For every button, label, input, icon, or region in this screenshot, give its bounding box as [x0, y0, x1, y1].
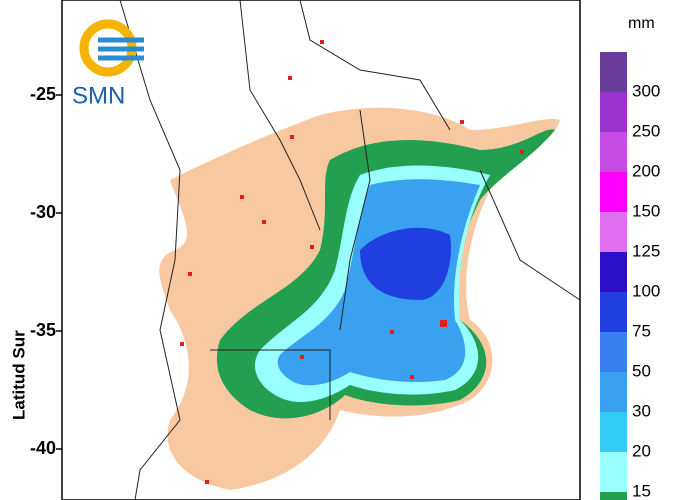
logo-text: SMN [72, 82, 125, 109]
legend-swatch [600, 172, 627, 212]
legend-swatch [600, 132, 627, 172]
legend-swatch [600, 452, 627, 492]
legend-swatch [600, 212, 627, 252]
y-tick-label: -30 [30, 202, 56, 222]
y-tick-label: -35 [30, 320, 56, 340]
y-axis-label: Latitud Sur [9, 330, 28, 420]
precip-dark-blue [360, 227, 451, 300]
legend-label: 75 [632, 321, 651, 340]
legend-swatch [600, 252, 627, 292]
legend-label: 300 [632, 81, 660, 100]
y-tick-label: -40 [30, 438, 56, 458]
legend-label: 50 [632, 361, 651, 380]
legend-swatch [600, 332, 627, 372]
y-axis: -25 -30 -35 -40 [30, 84, 62, 458]
stations [180, 40, 524, 484]
legend-label: 30 [632, 401, 651, 420]
legend: 300 250 200 150 125 100 75 50 30 20 15 [600, 52, 660, 500]
legend-swatch [600, 52, 627, 92]
logo-waves [98, 37, 144, 61]
legend-label: 200 [632, 161, 660, 180]
legend-label: 20 [632, 441, 651, 460]
legend-unit: mm [628, 15, 655, 32]
y-tick-label: -25 [30, 84, 56, 104]
legend-label: 125 [632, 241, 660, 260]
legend-swatch [600, 92, 627, 132]
legend-swatch-base [600, 492, 627, 500]
legend-swatch [600, 412, 627, 452]
legend-swatch [600, 372, 627, 412]
borders [119, 0, 581, 500]
legend-swatch [600, 292, 627, 332]
map-area: SMN [61, 0, 581, 500]
legend-label: 250 [632, 121, 660, 140]
legend-label: 15 [632, 481, 651, 500]
legend-label: 100 [632, 281, 660, 300]
legend-label: 150 [632, 201, 660, 220]
